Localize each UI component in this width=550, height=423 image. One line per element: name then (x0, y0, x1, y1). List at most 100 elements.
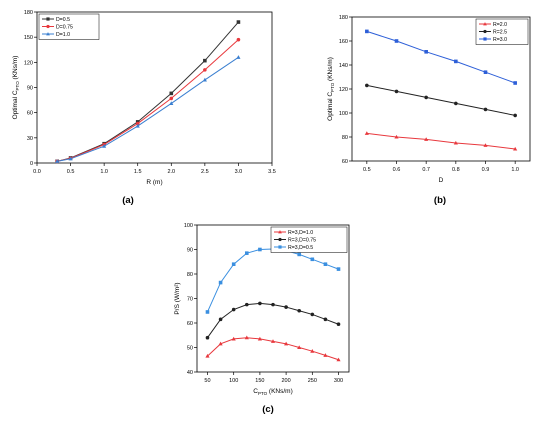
x-axis-label-unit: (KNs/m) (267, 388, 293, 395)
legend-swatch-marker (483, 37, 487, 41)
data-point (68, 156, 73, 161)
y-tick-label: 120 (339, 87, 348, 93)
x-tick-label: 0.5 (67, 169, 75, 175)
y-tick-label: 80 (342, 135, 348, 141)
y-tick-label: 100 (184, 223, 193, 229)
y-tick-label: 30 (27, 136, 33, 142)
data-point (135, 123, 140, 128)
x-tick-label: 2.0 (167, 169, 175, 175)
x-tick-label: 250 (308, 378, 317, 384)
y-tick-label: 70 (187, 297, 193, 303)
series-line (207, 302, 339, 338)
x-tick-label: 0.5 (363, 167, 371, 173)
data-point (424, 50, 428, 54)
data-point (424, 137, 429, 141)
data-point (513, 81, 517, 85)
series-line (366, 30, 516, 84)
y-tick-label: 160 (339, 39, 348, 45)
data-point (394, 89, 399, 94)
data-point (205, 335, 210, 340)
legend-swatch-marker (278, 237, 282, 242)
data-point (323, 317, 328, 322)
data-point (310, 349, 315, 353)
y-tick-label: 180 (339, 15, 348, 21)
data-point (205, 353, 210, 358)
y-axis-label: Optimal CPTO (KNs/m) (12, 56, 20, 120)
data-point (135, 121, 140, 126)
y-tick-label: 80 (187, 272, 193, 278)
x-tick-label: 3.5 (268, 169, 276, 175)
x-tick-label: 0.6 (393, 167, 401, 173)
legend-label: R=2.0 (493, 22, 507, 28)
series-line (57, 39, 239, 162)
legend-c: R=3,D=1.0 R=3,D=0.75R=3,D=0.5 (270, 226, 348, 253)
data-point (513, 113, 517, 118)
data-point (55, 159, 60, 163)
y-tick-label: 60 (342, 159, 348, 165)
data-point (231, 336, 236, 341)
legend-label: R=3,D=1.0 (288, 230, 313, 236)
x-tick-label: 1.0 (511, 167, 519, 173)
data-point (454, 101, 458, 106)
data-point (336, 322, 341, 327)
data-point (336, 267, 341, 271)
legend-label: R=3.0 (493, 37, 507, 43)
data-point (244, 335, 249, 340)
data-point (323, 262, 328, 266)
data-point (257, 336, 262, 341)
legend-swatch-marker (483, 22, 487, 26)
legend-swatch-marker (483, 29, 487, 34)
data-point (297, 308, 302, 313)
y-tick-label: 120 (24, 60, 33, 66)
y-axis-label-unit: (KNs/m) (12, 56, 19, 82)
x-axis-label-sub: PTO (258, 391, 268, 396)
y-tick-label: 150 (24, 35, 33, 41)
x-axis-label: CPTO (KNs/m) (253, 388, 293, 396)
y-axis-label-sub: PTO (15, 81, 20, 91)
data-point (394, 134, 399, 139)
x-tick-label: 200 (282, 378, 291, 384)
data-point (203, 68, 207, 72)
data-point (513, 146, 518, 151)
panel-label: (b) (434, 195, 446, 206)
data-point (483, 107, 488, 112)
data-point (258, 247, 262, 252)
legend-swatch-marker (278, 245, 282, 249)
x-axis-label-main: C (253, 388, 258, 395)
y-tick-label: 60 (27, 111, 33, 117)
data-point (271, 302, 275, 307)
data-point (244, 251, 249, 255)
data-point (236, 37, 241, 42)
data-point (297, 345, 302, 350)
x-tick-label: 1.5 (134, 169, 142, 175)
panel-label: (c) (262, 404, 274, 415)
legend-swatch-marker (46, 24, 50, 29)
x-tick-label: 0.7 (422, 167, 430, 173)
y-tick-label: 100 (339, 111, 348, 117)
x-tick-label: 0.0 (33, 169, 41, 175)
data-point (205, 310, 210, 314)
data-point (365, 29, 369, 34)
x-axis-label: R (m) (146, 179, 162, 186)
data-point (424, 95, 428, 100)
data-point (297, 252, 302, 257)
y-tick-label: 60 (187, 321, 193, 327)
data-point (310, 257, 315, 262)
data-point (236, 20, 241, 24)
legend-label: R=3,D=0.5 (288, 245, 313, 251)
y-axis-label-sub: PTO (330, 82, 335, 92)
data-point (284, 305, 288, 309)
data-point (483, 70, 488, 74)
panel-b: 0.5 0.6 0.7 0.8 0.9 1.0 60 80 100 120 140 160 180 D Op… (327, 15, 531, 206)
data-point (202, 77, 207, 82)
data-point (336, 357, 341, 362)
y-tick-label: 90 (187, 248, 193, 254)
x-tick-label: 3.0 (235, 169, 243, 175)
data-point (244, 302, 249, 307)
panel-c: 50 100 150 200 250 300 40 50 60 70 80 90 100 CPTO (KN… (174, 223, 350, 415)
data-point (231, 307, 236, 312)
series-line (366, 132, 516, 150)
legend-label: D=1.0 (56, 32, 70, 38)
y-tick-label: 0 (30, 161, 33, 167)
